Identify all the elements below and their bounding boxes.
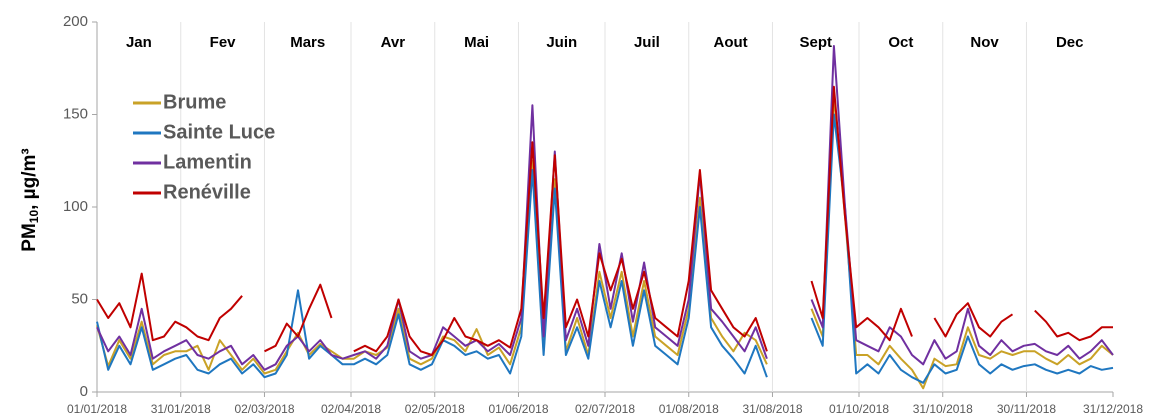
x-tick-label: 01/01/2018	[67, 402, 127, 416]
month-label: Juin	[546, 34, 577, 51]
legend-label: Lamentin	[163, 151, 252, 173]
legend-label: Renéville	[163, 181, 251, 203]
month-label: Avr	[381, 34, 406, 51]
y-title-sub: 10	[27, 210, 41, 224]
x-tick-label: 01/08/2018	[659, 402, 719, 416]
x-tick-label: 02/03/2018	[234, 402, 294, 416]
x-tick-label: 01/10/2018	[829, 402, 889, 416]
y-title-unit: , µg/m³	[19, 148, 40, 210]
y-tick-label: 150	[63, 105, 88, 122]
month-label: Aout	[714, 34, 748, 51]
y-tick-label: 50	[71, 290, 88, 307]
x-tick-label: 31/12/2018	[1083, 402, 1143, 416]
month-label: Juil	[634, 34, 660, 51]
month-label: Sept	[799, 34, 832, 51]
month-label: Fev	[210, 34, 237, 51]
x-tick-label: 31/01/2018	[151, 402, 211, 416]
x-tick-label: 31/08/2018	[742, 402, 802, 416]
x-tick-label: 31/10/2018	[913, 402, 973, 416]
legend-label: Sainte Luce	[163, 121, 275, 143]
month-label: Mai	[464, 34, 489, 51]
month-label: Dec	[1056, 34, 1084, 51]
x-tick-label: 02/07/2018	[575, 402, 635, 416]
month-label: Oct	[888, 34, 913, 51]
y-tick-label: 100	[63, 198, 88, 215]
month-label: Jan	[126, 34, 152, 51]
series-line	[96, 113, 1114, 384]
legend-label: Brume	[163, 91, 226, 113]
month-label: Mars	[290, 34, 325, 51]
y-tick-label: 200	[63, 13, 88, 30]
x-tick-label: 02/05/2018	[405, 402, 465, 416]
month-label: Nov	[970, 34, 999, 51]
x-tick-label: 01/06/2018	[488, 402, 548, 416]
x-tick-label: 30/11/2018	[997, 402, 1056, 416]
series-line	[96, 95, 1114, 390]
series-line	[96, 85, 1113, 356]
y-tick-label: 0	[80, 383, 88, 400]
y-axis-title: PM10, µg/m³	[19, 148, 41, 251]
x-tick-label: 02/04/2018	[321, 402, 381, 416]
y-title-main: PM	[19, 223, 40, 252]
